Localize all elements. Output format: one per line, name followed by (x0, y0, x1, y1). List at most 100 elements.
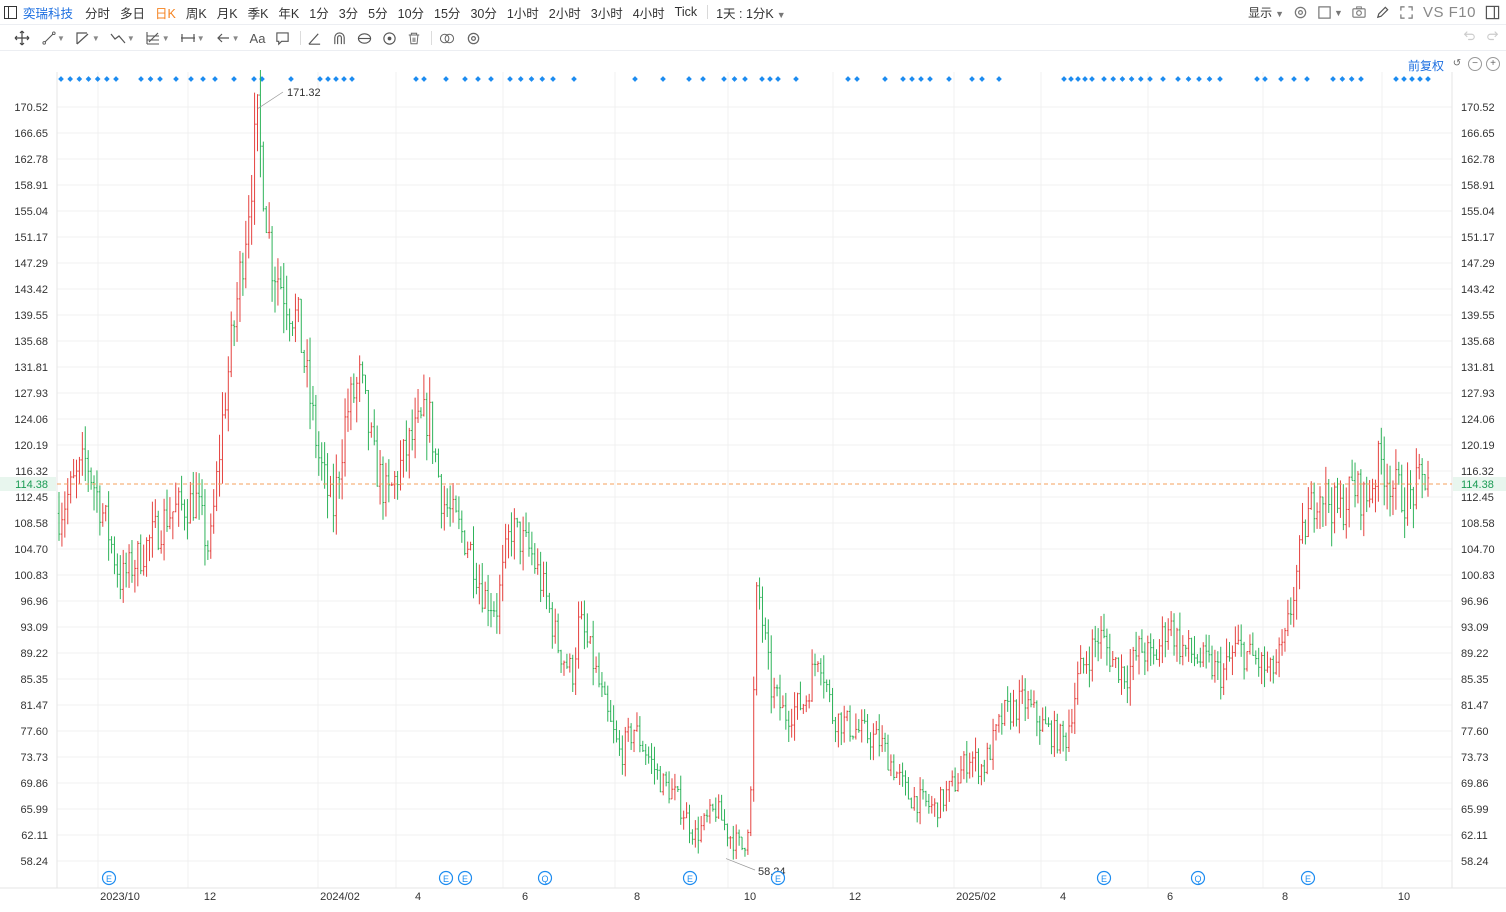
period-tab[interactable]: 4小时 (632, 6, 665, 21)
y-axis-label-left: 170.52 (14, 102, 48, 114)
crosshair-move-icon[interactable] (14, 27, 30, 49)
arrow-back-icon[interactable]: ▼ (215, 27, 240, 49)
period-tab[interactable]: 1小时 (506, 6, 539, 21)
trash-icon[interactable] (407, 27, 421, 49)
reset-icon[interactable]: ↺ (1452, 58, 1462, 69)
period-tab[interactable]: Tick (674, 5, 698, 19)
signal-dot (1185, 76, 1192, 82)
fib-tool-icon[interactable]: ▼ (145, 27, 170, 49)
x-axis-label: 2023/10 (100, 891, 140, 903)
kline-chart[interactable]: 170.52 170.52 166.65 166.65 162.78 162.78 158.… (0, 52, 1506, 912)
panel-toggle-icon[interactable] (1484, 5, 1500, 21)
settings-gear-icon[interactable] (1292, 5, 1308, 21)
channel-tool-icon[interactable]: ▼ (75, 27, 100, 49)
low-leader-line (725, 858, 756, 871)
signal-dot (138, 76, 144, 82)
kline-chart-canvas[interactable]: 170.52 170.52 166.65 166.65 162.78 162.78 158.… (0, 52, 1506, 912)
period-tab[interactable]: 多日 (120, 6, 146, 21)
y-axis-label-left: 162.78 (14, 154, 48, 166)
pencil-icon[interactable] (1375, 5, 1391, 21)
layout-toggle-icon[interactable] (4, 5, 17, 19)
event-marker-label: Q (541, 874, 548, 884)
y-axis-label-right: 135.68 (1461, 336, 1495, 348)
signal-dot (1160, 76, 1166, 82)
undo-icon[interactable] (1462, 29, 1476, 48)
line-tool-icon[interactable]: ▼ (42, 27, 65, 49)
period-tab[interactable]: 3分 (338, 6, 359, 21)
period-tab[interactable]: 1分 (309, 6, 329, 21)
signal-dot (528, 76, 535, 82)
fullscreen-icon[interactable] (1399, 5, 1415, 21)
eye-icon[interactable] (382, 27, 397, 49)
zoom-out-icon[interactable]: − (1468, 57, 1482, 71)
period-tab[interactable]: 周K (185, 6, 207, 21)
angle-tool-icon[interactable] (307, 27, 322, 49)
signal-dot (173, 76, 179, 82)
minute-k-label: 1天 : 1分K (716, 6, 774, 21)
signal-dot (1175, 76, 1181, 82)
signal-dot (996, 76, 1002, 82)
display-menu-button[interactable]: 显示 ▼ (1248, 4, 1284, 21)
minute-k-selector[interactable]: 1天 : 1分K ▼ (716, 3, 786, 22)
magnet-icon[interactable] (332, 27, 347, 49)
signal-dot (1119, 76, 1126, 82)
period-list: 分时 多日 日K 周K 月K 季K 年K 1分 3分 5分 10分 15分 30分 1小时 2小时 3小时 4小… (85, 3, 707, 22)
stock-name[interactable]: 奕瑞科技 (23, 6, 74, 21)
event-marker-label: E (1305, 874, 1311, 884)
signal-dot (539, 76, 546, 82)
period-tab[interactable]: 3小时 (590, 6, 623, 21)
wave-tool-icon[interactable]: ▼ (110, 27, 135, 49)
x-axis-label: 4 (1060, 891, 1066, 903)
signal-dot (231, 76, 237, 82)
period-tab[interactable]: 季K (247, 6, 269, 21)
period-tab[interactable]: 年K (278, 6, 300, 21)
signal-dot (1409, 76, 1415, 82)
period-tab[interactable]: 日K (155, 6, 176, 21)
x-axis-label: 6 (1167, 891, 1173, 903)
y-axis-label-left: 69.86 (20, 778, 48, 790)
signal-dot (1330, 76, 1336, 82)
price-adjust-button[interactable]: 前复权 (1407, 59, 1444, 73)
lock-icon[interactable] (357, 27, 372, 49)
measure-tool-icon[interactable]: ▼ (180, 27, 205, 49)
camera-icon[interactable] (1351, 5, 1367, 21)
signal-dot (775, 76, 781, 82)
link-icon[interactable] (438, 27, 456, 49)
period-tab[interactable]: 10分 (397, 6, 425, 21)
event-marker-label: E (687, 874, 693, 884)
vs-f10-button[interactable]: VS F10 (1422, 4, 1476, 21)
display-label: 显示 (1248, 6, 1273, 20)
period-tab[interactable]: 30分 (470, 6, 497, 21)
period-tab[interactable]: 分时 (85, 6, 111, 21)
period-tab[interactable]: 5分 (368, 6, 388, 21)
period-tab[interactable]: 15分 (434, 6, 461, 21)
zoom-in-icon[interactable]: + (1486, 57, 1500, 71)
comment-tool-icon[interactable] (275, 27, 290, 49)
signal-dot (1061, 76, 1067, 82)
indicator-square-icon[interactable] (1316, 5, 1332, 21)
redo-icon[interactable] (1486, 29, 1500, 48)
y-axis-label-right: 104.70 (1461, 544, 1495, 556)
signal-dot (421, 76, 427, 82)
signal-dot (1417, 76, 1423, 82)
text-tool-icon[interactable]: Aa (249, 30, 266, 46)
chevron-down-icon[interactable]: ▼ (1334, 7, 1343, 18)
x-axis-label: 12 (204, 891, 216, 903)
event-marker-icon (438, 870, 454, 886)
y-axis-label-right: 166.65 (1461, 128, 1495, 140)
y-axis-label-right: 131.81 (1461, 362, 1495, 374)
signal-dot (900, 76, 906, 82)
y-axis-label-right: 120.19 (1461, 440, 1495, 452)
signal-dot (443, 76, 449, 82)
event-marker-icon (101, 870, 117, 886)
tool-settings-icon[interactable] (466, 27, 481, 49)
period-tab[interactable]: 2小时 (548, 6, 581, 21)
signal-dot (882, 76, 888, 82)
y-axis-label-right: 108.58 (1461, 518, 1495, 530)
signal-dot (1110, 76, 1117, 82)
period-tab[interactable]: 月K (216, 6, 238, 21)
signal-dot (946, 76, 952, 82)
toolbar-divider (300, 31, 302, 45)
y-axis-label-left: 77.60 (20, 726, 48, 738)
signal-dot (1217, 76, 1223, 82)
